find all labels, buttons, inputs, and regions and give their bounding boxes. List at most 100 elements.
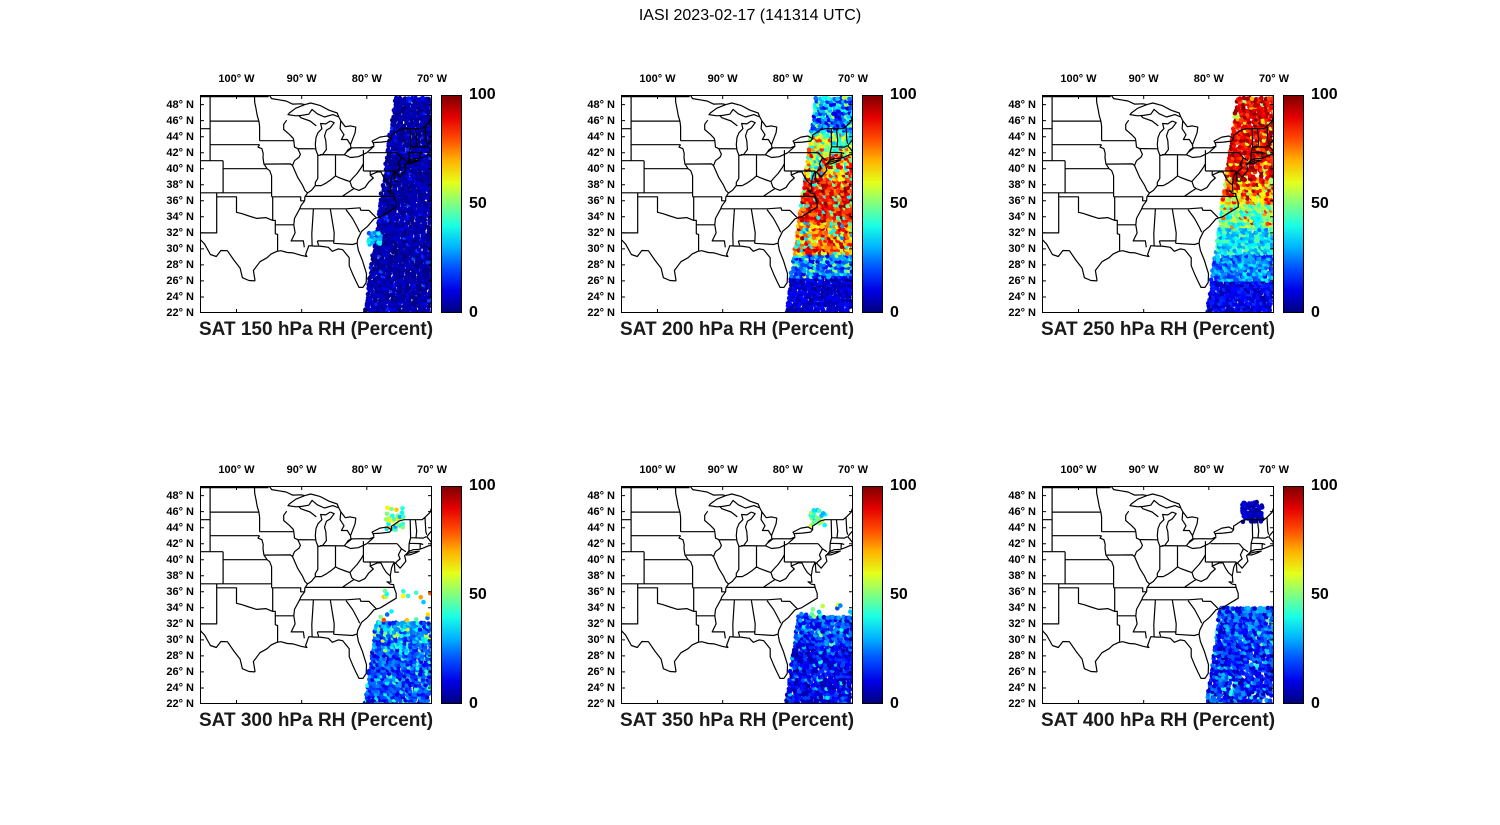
rh-scatter-layer — [784, 95, 853, 313]
lat-tick-label: 42° N — [166, 537, 194, 550]
colorbar-tick-label: 50 — [890, 195, 908, 212]
panel-sat-400-hpa: 100° W 90° W 80° W 70° W 48° N 46° N 44° N 42° … — [957, 444, 1367, 744]
panel-sat-350-hpa: 100° W 90° W 80° W 70° W 48° N 46° N 44° N 42° … — [536, 444, 946, 744]
state-boundaries — [200, 486, 432, 679]
lat-tick-label: 22° N — [166, 307, 194, 319]
lat-tick-label: 46° N — [166, 505, 194, 518]
panel-title: SAT 300 hPa RH (Percent) — [198, 710, 434, 731]
lat-tick-label: 42° N — [1008, 537, 1036, 550]
lon-tick-label: 90° W — [707, 464, 738, 476]
map-sat-250 — [1042, 95, 1274, 313]
colorbar — [1283, 486, 1304, 704]
lat-tick-label: 42° N — [1008, 146, 1036, 159]
colorbar — [1283, 95, 1304, 313]
lat-tick-label: 26° N — [587, 274, 615, 287]
rh-scatter-layer — [784, 507, 853, 704]
lon-tick-label: 100° W — [639, 464, 676, 476]
lon-tick-label: 100° W — [1060, 73, 1097, 85]
lat-tick-label: 28° N — [1008, 649, 1036, 662]
colorbar-tick-label: 0 — [469, 304, 478, 321]
lat-tick-label: 44° N — [587, 130, 615, 143]
lat-tick-label: 34° N — [1008, 210, 1036, 223]
lon-tick-label: 70° W — [837, 73, 869, 85]
lat-tick-label: 32° N — [166, 617, 194, 630]
lat-tick-label: 46° N — [587, 505, 615, 518]
lat-tick-label: 42° N — [166, 146, 194, 159]
colorbar-tick-label: 100 — [469, 86, 496, 103]
lat-tick-label: 28° N — [166, 649, 194, 662]
lat-tick-label: 22° N — [166, 698, 194, 710]
lat-tick-label: 30° N — [1008, 633, 1036, 646]
lat-tick-label: 22° N — [587, 698, 615, 710]
axes-box — [200, 486, 432, 704]
lat-tick-label: 32° N — [587, 226, 615, 239]
lon-tick-label: 80° W — [772, 73, 803, 85]
colorbar — [862, 486, 883, 704]
lat-tick-label: 44° N — [1008, 521, 1036, 534]
lat-tick-label: 28° N — [587, 649, 615, 662]
lat-tick-label: 24° N — [587, 681, 615, 694]
lat-tick-label: 38° N — [166, 178, 194, 191]
lat-tick-label: 44° N — [166, 521, 194, 534]
colorbar — [862, 95, 883, 313]
lat-tick-label: 36° N — [587, 194, 615, 207]
lat-tick-label: 40° N — [166, 162, 194, 175]
colorbar — [441, 95, 462, 313]
map-sat-150 — [200, 95, 432, 313]
axes-box — [200, 95, 432, 313]
lat-tick-label: 48° N — [1008, 489, 1036, 502]
lat-tick-label: 24° N — [166, 290, 194, 303]
lat-tick-label: 22° N — [1008, 698, 1036, 710]
lat-tick-label: 40° N — [587, 553, 615, 566]
lat-tick-label: 42° N — [587, 537, 615, 550]
lat-tick-label: 42° N — [587, 146, 615, 159]
lat-tick-label: 48° N — [587, 489, 615, 502]
state-boundaries — [1042, 486, 1274, 679]
panel-title: SAT 150 hPa RH (Percent) — [198, 319, 434, 340]
axis-tick-marks — [1042, 486, 1274, 704]
colorbar-tick-label: 0 — [890, 695, 899, 712]
state-boundaries — [1042, 95, 1274, 288]
lat-tick-label: 26° N — [166, 665, 194, 678]
lon-tick-label: 80° W — [351, 73, 382, 85]
lat-tick-label: 24° N — [1008, 681, 1036, 694]
lat-tick-label: 40° N — [166, 553, 194, 566]
axes-box — [1042, 486, 1274, 704]
lat-tick-label: 32° N — [1008, 617, 1036, 630]
lat-tick-label: 26° N — [1008, 274, 1036, 287]
colorbar-tick-label: 100 — [1311, 477, 1338, 494]
lat-tick-label: 36° N — [166, 585, 194, 598]
lat-tick-label: 48° N — [166, 489, 194, 502]
panel-sat-250-hpa: 100° W 90° W 80° W 70° W 48° N 46° N 44° N 42° … — [957, 53, 1367, 353]
lat-tick-label: 38° N — [1008, 569, 1036, 582]
lon-tick-label: 100° W — [639, 73, 676, 85]
lon-tick-label: 80° W — [772, 464, 803, 476]
lat-tick-label: 44° N — [1008, 130, 1036, 143]
panel-sat-300-hpa: 100° W 90° W 80° W 70° W 48° N 46° N 44° N 42° … — [115, 444, 525, 744]
lon-tick-label: 90° W — [707, 73, 738, 85]
lat-tick-label: 34° N — [166, 210, 194, 223]
lat-tick-label: 36° N — [1008, 194, 1036, 207]
lat-tick-label: 30° N — [587, 242, 615, 255]
lon-tick-label: 70° W — [416, 73, 448, 85]
panel-sat-150-hpa: 100° W 90° W 80° W 70° W 48° N 46° N 44° N 42° … — [115, 53, 525, 353]
lon-tick-label: 100° W — [1060, 464, 1097, 476]
axis-tick-marks — [200, 95, 432, 313]
axes-box — [621, 486, 853, 704]
lat-tick-label: 24° N — [587, 290, 615, 303]
lon-tick-label: 90° W — [286, 464, 317, 476]
axis-tick-marks — [200, 486, 432, 704]
figure-title: IASI 2023-02-17 (141314 UTC) — [638, 7, 862, 24]
lon-tick-label: 70° W — [1258, 73, 1290, 85]
lat-tick-label: 48° N — [166, 98, 194, 111]
lat-tick-label: 38° N — [587, 569, 615, 582]
colorbar-tick-label: 0 — [1311, 304, 1320, 321]
colorbar-tick-label: 0 — [1311, 695, 1320, 712]
lat-tick-label: 24° N — [166, 681, 194, 694]
lat-tick-label: 34° N — [587, 210, 615, 223]
lat-tick-label: 36° N — [1008, 585, 1036, 598]
lat-tick-label: 30° N — [1008, 242, 1036, 255]
axis-tick-marks — [621, 486, 853, 704]
axis-tick-marks — [1042, 95, 1274, 313]
colorbar-tick-label: 0 — [469, 695, 478, 712]
